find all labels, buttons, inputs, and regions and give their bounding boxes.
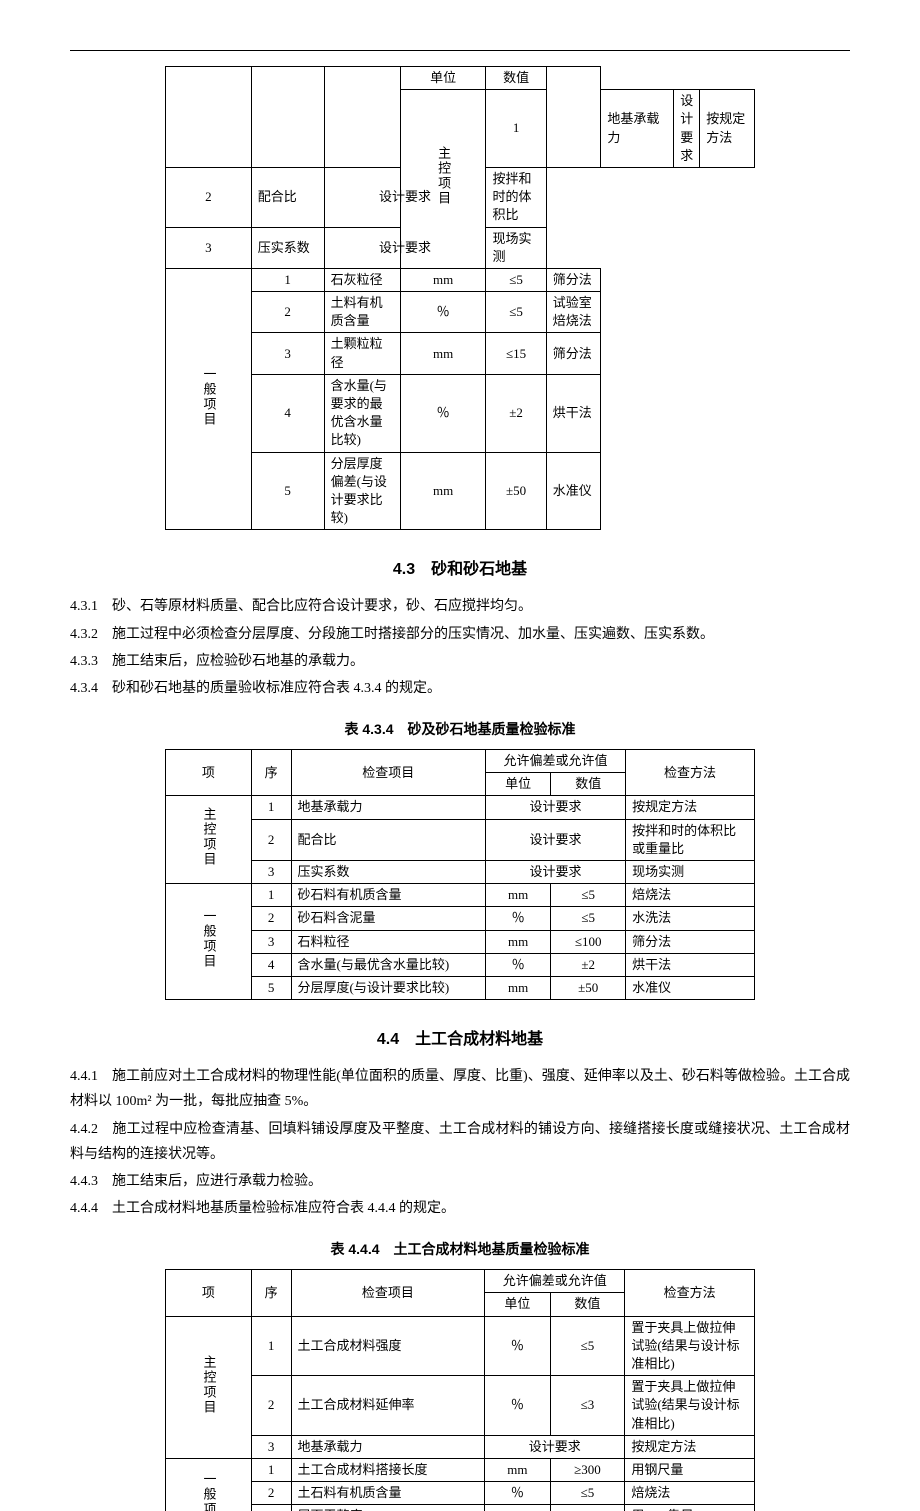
table-434-caption: 表 4.3.4 砂及砂石地基质量检验标准 bbox=[70, 719, 850, 739]
p-433: 4.3.3 施工结束后，应检验砂石地基的承载力。 bbox=[70, 649, 850, 674]
page-top-rule bbox=[70, 50, 850, 51]
p-441: 4.4.1 施工前应对土工合成材料的物理性能(单位面积的质量、厚度、比重)、强度… bbox=[70, 1064, 850, 1114]
page: 单位 数值 主控项目 1 地基承载力 设计要求 按规定方法 2 配合比 设计要求… bbox=[0, 0, 920, 1511]
p-443: 4.4.3 施工结束后，应进行承载力检验。 bbox=[70, 1169, 850, 1194]
table-444: 项 序 检查项目 允许偏差或允许值 检查方法 单位 数值 主控项目 1 土工合成… bbox=[165, 1269, 755, 1511]
table-444-caption: 表 4.4.4 土工合成材料地基质量检验标准 bbox=[70, 1239, 850, 1259]
table-434: 项 序 检查项目 允许偏差或允许值 检查方法 单位 数值 主控项目 1 地基承载… bbox=[165, 749, 755, 1000]
cat-b: 一般项目 bbox=[199, 367, 217, 427]
hdr-value: 数值 bbox=[486, 67, 546, 90]
p-434: 4.3.4 砂和砂石地基的质量验收标准应符合表 4.3.4 的规定。 bbox=[70, 676, 850, 701]
p-444: 4.4.4 土工合成材料地基质量检验标准应符合表 4.4.4 的规定。 bbox=[70, 1196, 850, 1221]
section-43-title: 4.3 砂和砂石地基 bbox=[70, 555, 850, 579]
hdr-unit: 单位 bbox=[400, 67, 486, 90]
p-442: 4.4.2 施工过程中应检查清基、回填料铺设厚度及平整度、土工合成材料的铺设方向… bbox=[70, 1117, 850, 1167]
p-432: 4.3.2 施工过程中必须检查分层厚度、分段施工时搭接部分的压实情况、加水量、压… bbox=[70, 622, 850, 647]
table-42: 单位 数值 主控项目 1 地基承载力 设计要求 按规定方法 2 配合比 设计要求… bbox=[165, 66, 755, 530]
cat-a: 主控项目 bbox=[434, 146, 452, 206]
section-44-title: 4.4 土工合成材料地基 bbox=[70, 1025, 850, 1049]
p-431: 4.3.1 砂、石等原材料质量、配合比应符合设计要求，砂、石应搅拌均匀。 bbox=[70, 594, 850, 619]
